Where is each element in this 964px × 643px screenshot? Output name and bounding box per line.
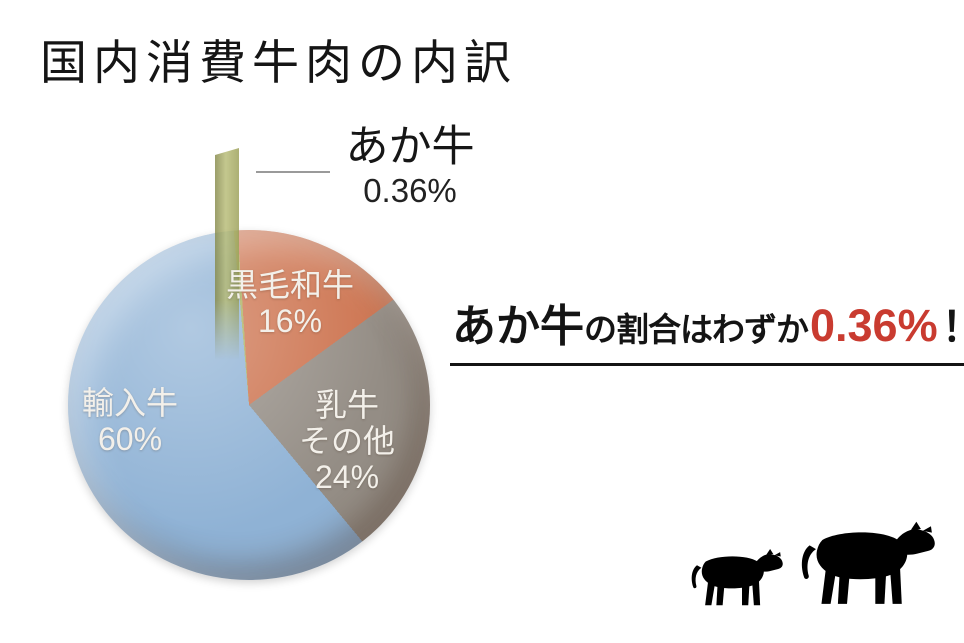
annotation-exclamation: ！ — [942, 293, 964, 353]
callout-value: 0.36% — [363, 172, 457, 210]
pie-chart — [68, 230, 430, 580]
exploded-slice-akaushi — [215, 148, 239, 360]
slice-label-yunyugyu: 輸入牛 60% — [55, 385, 205, 458]
slice-percent: 24% — [314, 458, 380, 495]
slice-percent: 16% — [257, 302, 323, 339]
slice-name: 乳牛 — [314, 387, 379, 423]
annotation-subject: あか牛 — [452, 302, 584, 351]
page-title: 国内消費牛肉の内訳 — [40, 38, 517, 90]
slice-label-kurogewagyu: 黒毛和牛 16% — [210, 267, 370, 340]
annotation-sentence: あか牛 の割合はわずか 0.36% ！ — [450, 290, 964, 366]
callout-leader-line — [256, 171, 330, 173]
slice-label-nyugyu-sonota: 乳牛 その他 24% — [272, 387, 422, 495]
callout-akaushi: あか牛 0.36% — [330, 124, 490, 210]
slice-name-line2: その他 — [298, 422, 395, 459]
callout-label: あか牛 — [345, 123, 475, 171]
annotation-middle: の割合はわずか — [584, 311, 809, 348]
annotation-percent: 0.36% — [810, 300, 938, 351]
calf-silhouette-icon — [687, 547, 787, 611]
pie-surface — [68, 230, 430, 580]
cow-silhouette-icon — [795, 519, 941, 612]
slice-percent: 60% — [97, 420, 163, 457]
slice-name: 輸入牛 — [81, 385, 178, 421]
slice-name: 黒毛和牛 — [225, 267, 354, 303]
